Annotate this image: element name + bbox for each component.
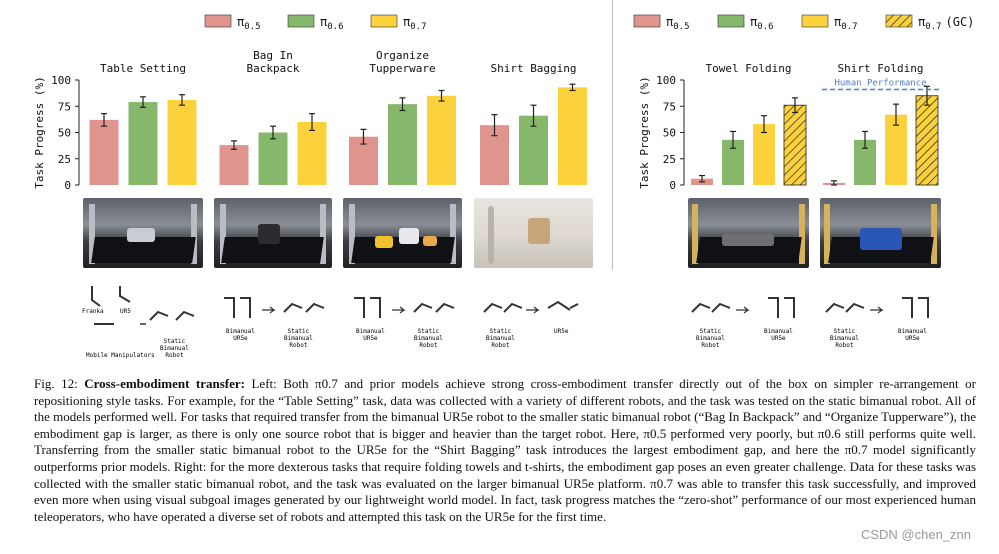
bar bbox=[885, 114, 907, 185]
bar bbox=[167, 99, 197, 185]
label-target: Static Bimanual Robot bbox=[284, 328, 313, 349]
panel-divider bbox=[612, 0, 613, 270]
chart-panel-3: Shirt Bagging bbox=[480, 62, 587, 185]
robots-organize-tupperware: Bimanual UR5e Static Bimanual Robot bbox=[348, 288, 464, 352]
bar bbox=[519, 115, 548, 185]
bar bbox=[128, 102, 158, 185]
legend-swatch bbox=[370, 14, 398, 28]
robots-bag-in-backpack: Bimanual UR5e Static Bimanual Robot bbox=[218, 288, 334, 352]
label-mobile-manipulators: Mobile Manipulators bbox=[86, 352, 155, 359]
legend-label: π0.7 (GC) bbox=[918, 15, 974, 32]
legend-label: π0.5 bbox=[666, 15, 690, 32]
bar bbox=[258, 132, 288, 185]
label-target: Bimanual UR5e bbox=[898, 328, 927, 342]
bar bbox=[558, 87, 587, 185]
legend-swatch bbox=[633, 14, 661, 28]
caption-bold: Cross-embodiment transfer: bbox=[84, 376, 245, 391]
label-ur5: UR5 bbox=[120, 308, 131, 315]
legend-label: π0.6 bbox=[320, 15, 344, 32]
caption-prefix: Fig. 12: bbox=[34, 376, 78, 391]
legend-swatch bbox=[801, 14, 829, 28]
legend-swatch bbox=[717, 14, 745, 28]
bar bbox=[783, 104, 807, 186]
label-source: Static Bimanual Robot bbox=[830, 328, 859, 349]
watermark: CSDN @chen_znn bbox=[860, 527, 971, 542]
y-tick-label: 25 bbox=[58, 153, 71, 166]
photo-bag-in-backpack bbox=[214, 198, 332, 268]
y-tick-label: 75 bbox=[58, 100, 71, 113]
label-target: UR5e bbox=[554, 328, 569, 335]
label-target: Static Bimanual Robot bbox=[414, 328, 443, 349]
legend-label: π0.7 bbox=[834, 15, 858, 32]
photo-shirt-folding bbox=[820, 198, 941, 268]
chart-panel-0: Table Setting 0 25 50 75 100 Task Progress (%) bbox=[33, 62, 197, 192]
robots-shirt-bagging: Static Bimanual Robot UR5e bbox=[478, 288, 594, 352]
y-tick-label: 75 bbox=[663, 100, 676, 113]
y-tick-label: 100 bbox=[656, 74, 676, 87]
photo-table-setting bbox=[83, 198, 203, 268]
y-axis-label: Task Progress (%) bbox=[33, 76, 46, 189]
y-tick-label: 25 bbox=[663, 153, 676, 166]
y-tick-label: 0 bbox=[669, 179, 676, 192]
bar bbox=[915, 95, 939, 186]
figure: Table Setting 0 25 50 75 100 Task Progress (%)… bbox=[33, 0, 974, 359]
bar bbox=[219, 145, 249, 185]
legend-label: π0.7 bbox=[403, 15, 427, 32]
y-tick-label: 50 bbox=[58, 127, 71, 140]
legend-swatch bbox=[287, 14, 315, 28]
bar bbox=[753, 124, 775, 185]
bar bbox=[722, 139, 744, 185]
y-tick-label: 0 bbox=[64, 179, 71, 192]
bar bbox=[89, 119, 119, 185]
chart-title: Organize bbox=[376, 49, 429, 62]
chart-title: Shirt Bagging bbox=[490, 62, 576, 75]
photo-towel-folding bbox=[688, 198, 809, 268]
label-source: Static Bimanual Robot bbox=[486, 328, 515, 349]
legend-swatch bbox=[885, 14, 913, 28]
legend-swatch bbox=[204, 14, 232, 28]
legend-label: π0.5 bbox=[237, 15, 261, 32]
bar bbox=[427, 95, 456, 185]
bar bbox=[854, 139, 876, 185]
figure-caption: Fig. 12: Cross-embodiment transfer: Left… bbox=[34, 376, 976, 525]
bar bbox=[388, 104, 417, 185]
label-static-bimanual: Static Bimanual Robot bbox=[160, 338, 189, 359]
caption-text: Left: Both π0.7 and prior models achieve… bbox=[34, 376, 976, 524]
chart-title: Towel Folding bbox=[705, 62, 791, 75]
y-axis-label: Task Progress (%) bbox=[638, 76, 651, 189]
bar-charts: Table Setting 0 25 50 75 100 Task Progress (%)… bbox=[33, 14, 974, 192]
photo-shirt-bagging bbox=[474, 198, 593, 268]
chart-title: Tupperware bbox=[369, 62, 435, 75]
label-franka: Franka bbox=[82, 308, 104, 315]
robots-shirt-folding: Static Bimanual Robot Bimanual UR5e bbox=[820, 288, 944, 352]
y-tick-label: 100 bbox=[51, 74, 71, 87]
label-source: Bimanual UR5e bbox=[226, 328, 255, 342]
chart-title: Bag In bbox=[253, 49, 293, 62]
robots-table-setting: Franka UR5 Mobile Manipulators Static Bi… bbox=[80, 280, 205, 359]
label-source: Bimanual UR5e bbox=[356, 328, 385, 342]
y-tick-label: 50 bbox=[663, 127, 676, 140]
legend-label: π0.6 bbox=[750, 15, 774, 32]
bar bbox=[349, 136, 378, 185]
label-target: Bimanual UR5e bbox=[764, 328, 793, 342]
robots-towel-folding: Static Bimanual Robot Bimanual UR5e bbox=[686, 288, 810, 352]
chart-title: Backpack bbox=[247, 62, 300, 75]
chart-panel-4: Towel Folding 0 25 50 75 100 Task Progress (%) bbox=[638, 62, 807, 192]
photo-organize-tupperware bbox=[343, 198, 462, 268]
human-performance-label: Human Performance bbox=[834, 78, 926, 88]
chart-title: Shirt Folding bbox=[837, 62, 923, 75]
chart-panel-5: Shirt Folding Human Performance bbox=[822, 62, 939, 186]
label-source: Static Bimanual Robot bbox=[696, 328, 725, 349]
bar bbox=[297, 122, 327, 185]
chart-title: Table Setting bbox=[100, 62, 186, 75]
